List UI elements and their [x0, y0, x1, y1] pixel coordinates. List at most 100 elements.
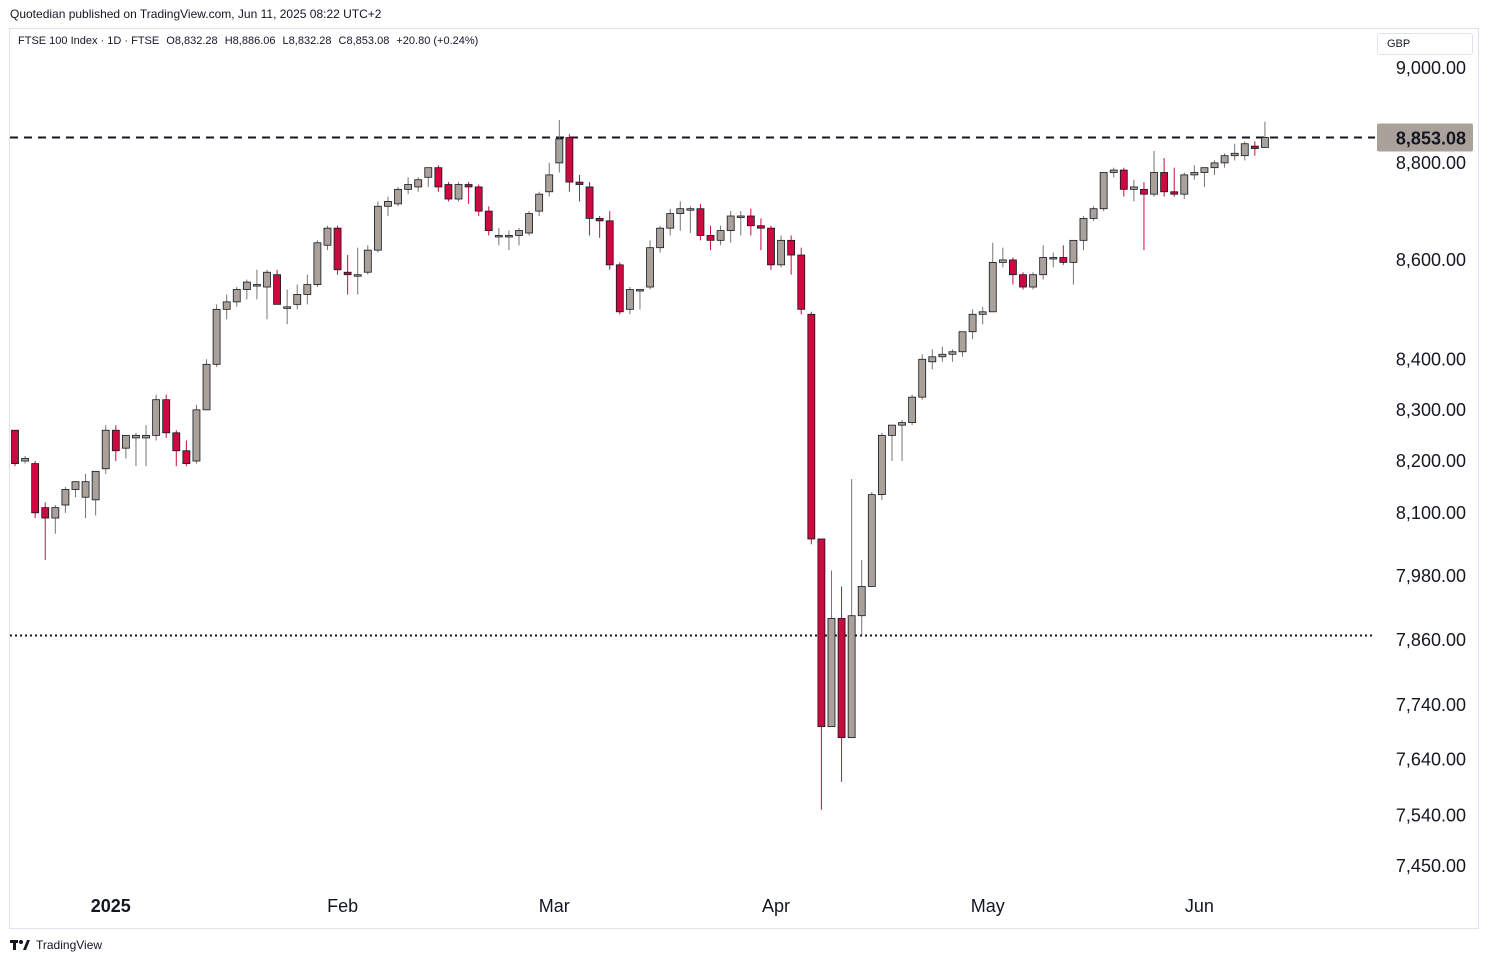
candle-body — [21, 458, 29, 462]
candle — [1140, 182, 1148, 251]
candle — [253, 269, 261, 300]
candle — [414, 177, 423, 192]
candle-body — [1039, 257, 1048, 276]
candle — [182, 440, 191, 467]
candle-body — [666, 213, 675, 229]
candle — [505, 230, 513, 251]
candle — [1150, 150, 1158, 197]
candle — [797, 247, 806, 315]
candle — [1240, 141, 1249, 161]
candle-body — [51, 507, 60, 519]
candle-body — [253, 284, 261, 287]
candle-body — [1099, 172, 1108, 210]
candle — [746, 208, 755, 236]
candle-body — [242, 281, 251, 290]
candle — [777, 235, 785, 268]
candle-body — [283, 306, 292, 309]
candle-body — [464, 184, 473, 188]
candle-body — [484, 210, 493, 231]
candle — [1089, 206, 1098, 221]
candle — [1129, 179, 1138, 202]
candle-body — [1170, 191, 1179, 195]
candle-body — [353, 274, 362, 277]
candle — [384, 196, 392, 216]
candle-body — [1250, 145, 1259, 149]
y-tick-label: 7,980.00 — [1396, 566, 1466, 586]
candle-body — [394, 188, 402, 205]
candle — [464, 182, 473, 204]
candle — [706, 225, 715, 251]
candle-body — [61, 489, 70, 506]
candle-body — [948, 351, 957, 355]
candle-body — [535, 193, 544, 212]
candle — [404, 177, 413, 195]
y-tick-label: 7,740.00 — [1396, 695, 1466, 715]
candle — [515, 228, 523, 246]
y-tick-label: 7,640.00 — [1396, 750, 1466, 770]
legend-close: C8,853.08 — [338, 35, 390, 47]
candles-group — [11, 119, 1269, 810]
candle — [817, 538, 826, 810]
candle — [394, 186, 402, 207]
candle-body — [686, 208, 695, 211]
candle-body — [81, 481, 90, 498]
candle-body — [837, 617, 846, 739]
candle — [333, 225, 342, 275]
candle-body — [908, 396, 917, 423]
candle-body — [424, 167, 433, 178]
candle — [686, 206, 695, 234]
candle-body — [958, 331, 967, 353]
candle — [454, 182, 463, 202]
candle-body — [827, 617, 836, 728]
candle — [293, 284, 302, 310]
x-tick-label: May — [971, 896, 1005, 916]
tradingview-brand[interactable]: TradingView — [10, 938, 102, 952]
candle-body — [625, 289, 634, 310]
candle — [283, 289, 292, 325]
candle-body — [555, 138, 564, 164]
candle — [1190, 165, 1199, 180]
candle — [263, 269, 271, 320]
candle-body — [101, 429, 110, 470]
candle — [696, 203, 705, 241]
candle — [716, 225, 725, 246]
candle — [21, 455, 29, 464]
currency-selector[interactable]: GBP — [1377, 33, 1473, 55]
candle — [988, 242, 997, 313]
candle — [867, 492, 876, 587]
candle-body — [212, 308, 221, 365]
candle-body — [918, 358, 927, 398]
candle-body — [404, 184, 413, 190]
candle-body — [968, 313, 977, 333]
candle — [857, 560, 866, 635]
candle — [918, 354, 927, 400]
candle — [172, 430, 181, 467]
candle-body — [696, 208, 705, 236]
candle-body — [11, 429, 19, 465]
candle-body — [494, 235, 503, 238]
candle-body — [1079, 218, 1088, 241]
candle — [767, 225, 775, 270]
candle — [938, 346, 947, 362]
candle-body — [595, 218, 604, 222]
candle — [61, 486, 70, 513]
candle — [656, 225, 665, 253]
reference-lines — [10, 136, 1375, 637]
candle — [343, 255, 352, 295]
x-tick-label: Feb — [327, 896, 358, 916]
candle — [908, 394, 917, 426]
candle — [1170, 167, 1179, 197]
candle — [373, 201, 382, 253]
candle — [51, 505, 60, 534]
candle-body — [434, 167, 443, 188]
candle-body — [1200, 167, 1209, 173]
publisher-line: Quotedian published on TradingView.com, … — [10, 7, 382, 21]
candle — [474, 184, 483, 216]
candle — [494, 228, 503, 246]
legend-high: H8,886.06 — [224, 35, 276, 47]
candle — [837, 586, 846, 782]
candle — [313, 240, 322, 288]
candle — [222, 294, 231, 320]
candle-body — [1180, 174, 1189, 195]
